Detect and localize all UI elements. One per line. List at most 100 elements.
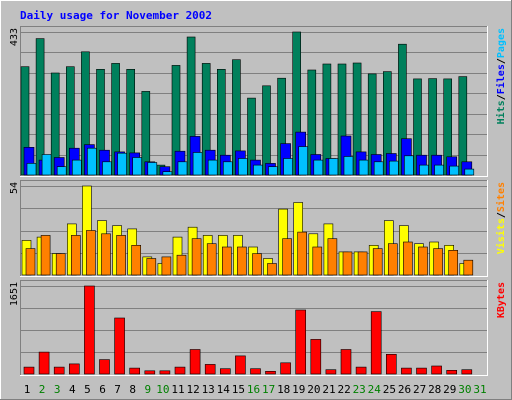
bar-pages <box>132 157 142 176</box>
legend-entry: Hits <box>495 100 507 124</box>
x-tick-label: 2 <box>39 383 46 396</box>
bar-pages <box>26 163 37 176</box>
bar-sites <box>342 251 353 276</box>
legend-entry: KBytes <box>496 282 507 318</box>
chart-title: Daily usage for November 2002 <box>20 9 212 22</box>
bar-sites <box>161 256 172 276</box>
bar-pages <box>223 161 233 176</box>
legend-entry: / <box>496 212 507 218</box>
legend-entry: Pages <box>496 28 507 58</box>
bar-pages <box>192 152 203 176</box>
x-tick-label: 25 <box>383 383 396 396</box>
bar-kbytes <box>446 369 458 375</box>
x-tick-label: 14 <box>217 383 231 396</box>
bar-pages <box>238 158 248 176</box>
x-tick-label: 18 <box>277 383 290 396</box>
x-axis-tick-labels: 1 2 3 4 5 6 7 8 9 10 11 12 13 14 15 16 17 18 19 20 21 22 23 24 2… <box>24 383 487 396</box>
series-pages <box>26 146 475 176</box>
bar-kbytes <box>250 368 261 375</box>
bar-pages <box>419 164 429 176</box>
bar-hits <box>458 76 468 176</box>
bar-sites <box>387 243 398 276</box>
x-tick-label: 7 <box>114 383 121 396</box>
bar-kbytes <box>416 367 427 375</box>
bar-sites <box>282 238 292 276</box>
bar-kbytes <box>265 370 276 375</box>
bar-sites <box>101 233 111 276</box>
bar-pages <box>177 161 188 176</box>
bar-kbytes <box>370 311 382 375</box>
bar-pages <box>87 147 97 176</box>
bar-pages <box>162 171 173 176</box>
bar-kbytes <box>235 355 246 375</box>
bar-pages <box>117 152 127 176</box>
x-tick-label: 23 <box>353 383 366 396</box>
bar-sites <box>267 263 277 276</box>
bar-kbytes <box>174 366 186 375</box>
bar-kbytes <box>431 365 442 375</box>
bar-sites <box>312 246 323 276</box>
bar-sites <box>25 248 36 276</box>
bar-pages <box>404 155 414 176</box>
series-hits <box>20 31 468 176</box>
x-tick-label: 10 <box>156 383 169 396</box>
bar-kbytes <box>310 339 322 375</box>
bar-sites <box>206 243 217 276</box>
axis-max-label: 433 <box>9 28 20 46</box>
bar-kbytes <box>461 369 473 375</box>
bar-kbytes <box>53 366 65 375</box>
bar-kbytes <box>325 369 337 375</box>
bar-kbytes <box>340 349 352 375</box>
bar-hits <box>262 85 271 176</box>
x-tick-label: 15 <box>232 383 245 396</box>
visits-panel: 54 Visits/Sites <box>9 180 507 277</box>
bar-kbytes <box>401 367 412 375</box>
bar-kbytes <box>280 362 291 375</box>
x-tick-label: 6 <box>99 383 106 396</box>
legend-side-label: Visits/Sites <box>495 182 507 254</box>
bar-pages <box>388 160 399 176</box>
x-tick-label: 27 <box>413 383 426 396</box>
bar-pages <box>102 161 112 176</box>
bar-sites <box>357 251 368 276</box>
bar-sites <box>418 246 428 276</box>
bar-pages <box>328 158 339 176</box>
legend-entry: / <box>496 58 507 64</box>
bar-sites <box>131 245 141 276</box>
x-tick-label: 26 <box>398 383 411 396</box>
bar-kbytes <box>129 367 140 375</box>
series-sites <box>25 230 474 276</box>
bar-pages <box>358 159 369 176</box>
bar-pages <box>373 161 384 176</box>
bar-kbytes <box>23 366 35 375</box>
bar-pages <box>343 156 354 176</box>
bar-pages <box>147 162 158 176</box>
x-tick-label: 8 <box>129 383 136 396</box>
bar-sites <box>327 238 338 276</box>
x-tick-label: 22 <box>337 383 350 396</box>
axis-max-label: 1651 <box>9 282 20 306</box>
legend-side-label: KBytes <box>496 282 507 318</box>
bar-kbytes <box>69 363 80 375</box>
bar-sites <box>252 253 262 276</box>
bar-sites <box>146 258 157 276</box>
bar-sites <box>222 246 232 276</box>
bar-pages <box>464 168 475 176</box>
x-tick-label: 1 <box>24 383 31 396</box>
kbytes-panel: 1651 KBytes <box>9 280 507 376</box>
x-tick-label: 24 <box>368 383 382 396</box>
bar-kbytes <box>204 364 216 375</box>
x-tick-label: 11 <box>171 383 184 396</box>
bar-sites <box>176 254 187 276</box>
bar-kbytes <box>355 366 367 375</box>
bar-kbytes <box>189 349 201 375</box>
bar-sites <box>403 241 413 276</box>
bar-pages <box>434 164 444 176</box>
x-tick-label: 13 <box>202 383 215 396</box>
bar-pages <box>298 146 309 176</box>
bar-sites <box>237 246 247 276</box>
bar-sites <box>86 230 96 276</box>
bar-pages <box>449 165 460 176</box>
